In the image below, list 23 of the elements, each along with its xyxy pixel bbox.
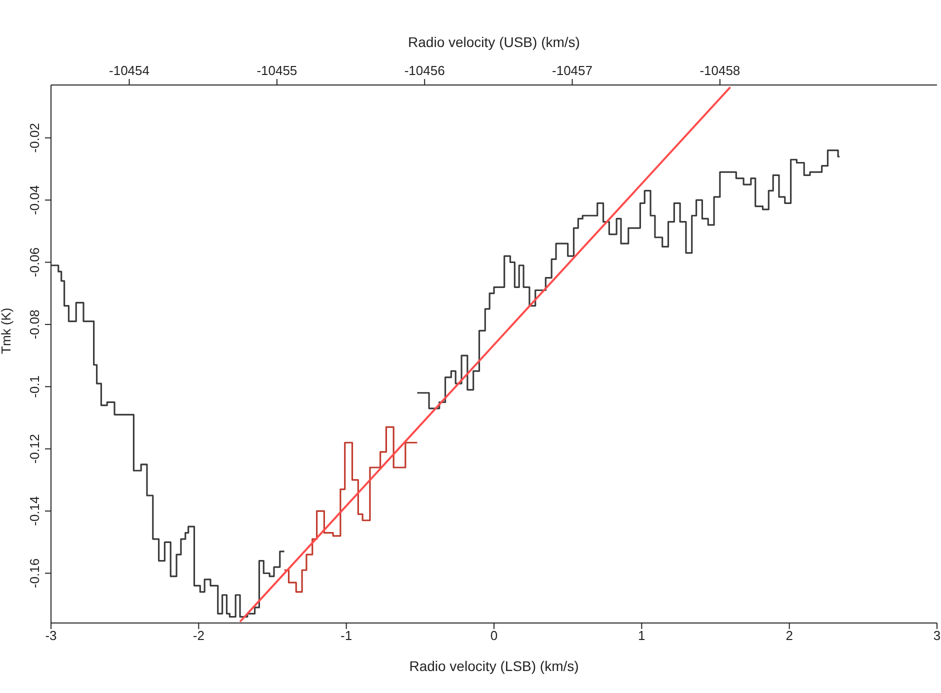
x2-tick-label: -10454 xyxy=(109,63,150,78)
x2-tick-label: -10458 xyxy=(700,63,740,78)
x2-tick-label: -10455 xyxy=(256,63,298,78)
x-tick-label: 0 xyxy=(490,628,498,644)
x2-axis-title: Radio velocity (USB) (km/s) xyxy=(408,34,580,50)
y-tick-label: -0.12 xyxy=(27,434,42,464)
y-tick-label: -0.1 xyxy=(27,375,42,398)
x-tick-label: 2 xyxy=(786,628,793,644)
y-tick-label: -0.06 xyxy=(27,247,42,278)
y-axis-title: Tmk (K) xyxy=(0,308,14,354)
x-tick-label: 1 xyxy=(638,628,646,644)
y-tick-label: -0.16 xyxy=(27,558,42,588)
x-tick-label: -3 xyxy=(45,628,57,644)
y-tick-label: -0.02 xyxy=(27,123,42,153)
x-tick-label: -2 xyxy=(192,628,204,644)
y-tick-label: -0.08 xyxy=(27,310,42,340)
x-tick-label: 3 xyxy=(933,628,941,644)
y-tick-label: -0.14 xyxy=(27,496,42,526)
x-tick-label: -1 xyxy=(340,628,352,644)
x2-tick-label: -10456 xyxy=(404,63,445,78)
y-tick-label: -0.04 xyxy=(27,185,42,215)
x-axis-title: Radio velocity (LSB) (km/s) xyxy=(409,658,579,674)
x2-tick-label: -10457 xyxy=(552,63,593,78)
